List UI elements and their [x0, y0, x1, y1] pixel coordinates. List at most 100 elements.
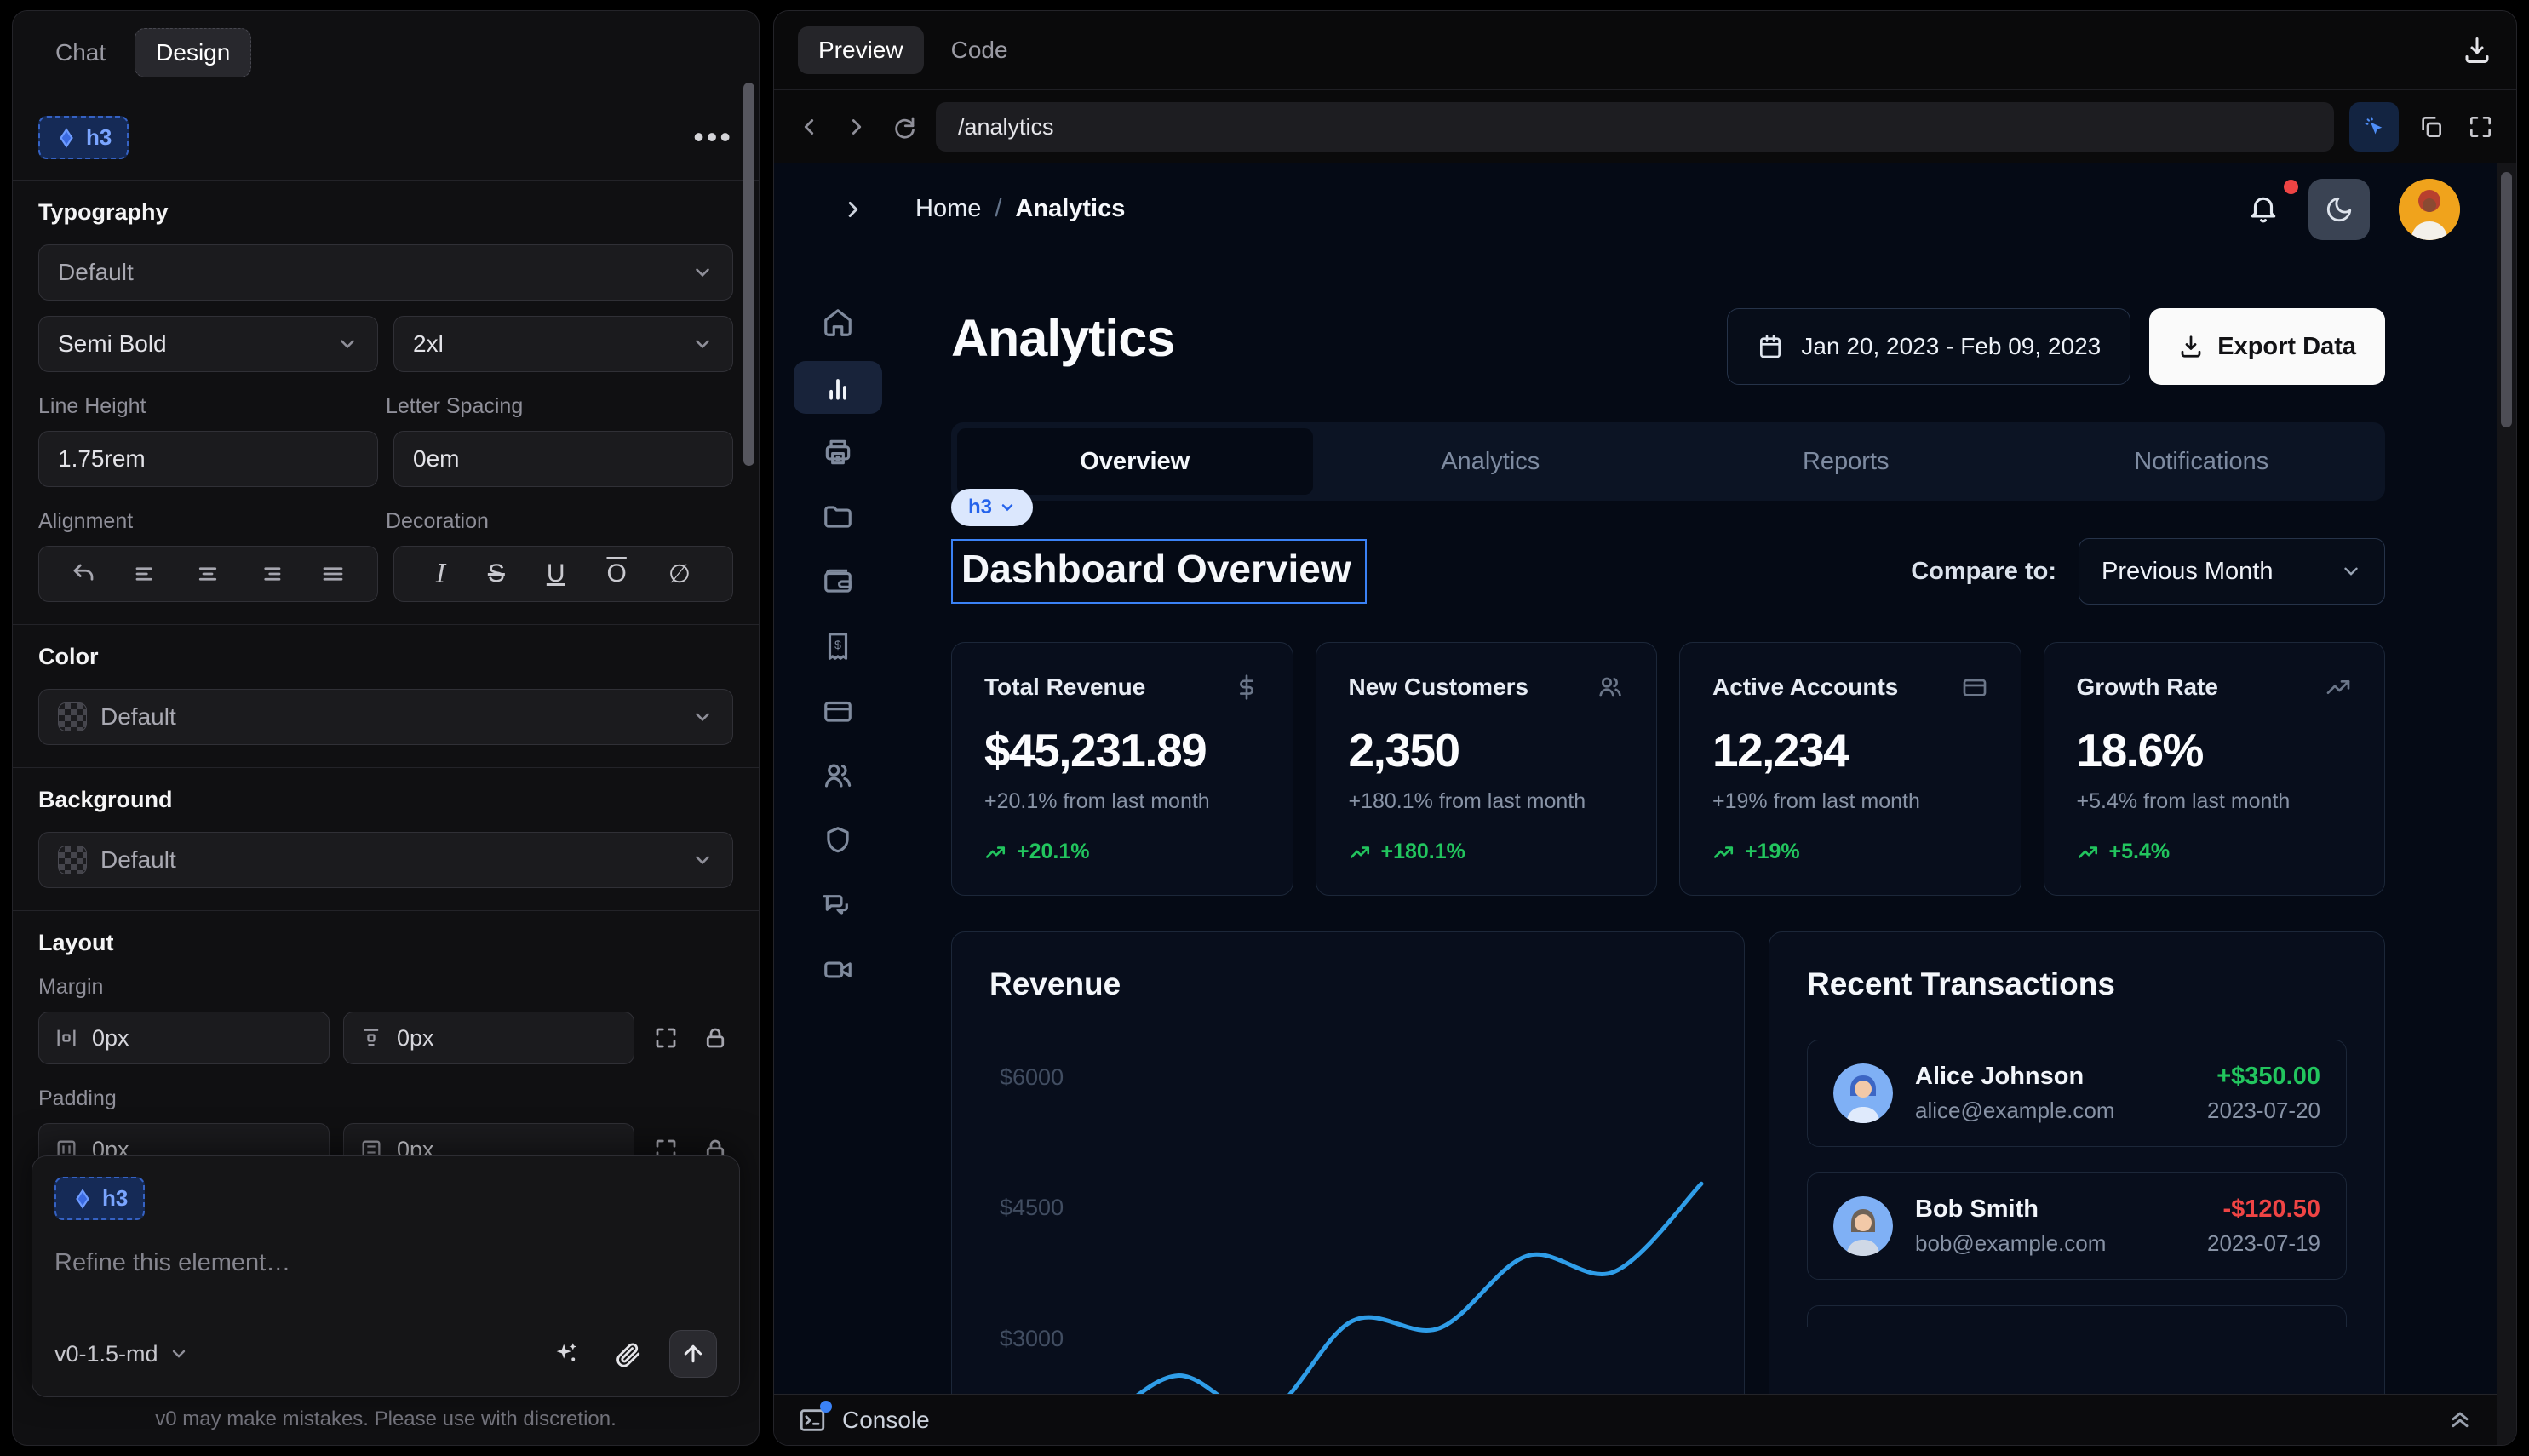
- preview-scrollbar-track[interactable]: [2497, 163, 2516, 1445]
- design-panel-scrollbar[interactable]: [743, 83, 754, 466]
- terminal-icon: [798, 1406, 827, 1435]
- italic-icon[interactable]: I: [436, 559, 446, 589]
- send-button[interactable]: [669, 1330, 717, 1378]
- underline-icon[interactable]: U: [547, 559, 565, 588]
- sidebar-messages-icon[interactable]: [794, 879, 882, 931]
- breadcrumb: Home / Analytics: [915, 195, 1125, 223]
- trending-up-icon: [2325, 674, 2352, 701]
- trending-up-icon: [984, 841, 1006, 863]
- tab-preview[interactable]: Preview: [798, 26, 924, 74]
- user-avatar[interactable]: [2399, 179, 2460, 240]
- more-options-icon[interactable]: •••: [693, 131, 733, 143]
- padding-label: Padding: [38, 1086, 733, 1111]
- download-icon: [2178, 334, 2204, 359]
- tab-code[interactable]: Code: [931, 26, 1029, 74]
- trending-up-icon: [1349, 841, 1371, 863]
- margin-vertical-icon: [359, 1026, 383, 1050]
- date-range-button[interactable]: Jan 20, 2023 - Feb 09, 2023: [1727, 308, 2130, 385]
- model-select[interactable]: v0-1.5-md: [54, 1341, 189, 1367]
- users-icon: [1597, 674, 1624, 701]
- stat-card-new-customers[interactable]: New Customers 2,350 +180.1% from last mo…: [1316, 642, 1658, 896]
- chevrons-up-icon[interactable]: [2446, 1407, 2474, 1434]
- credit-card-icon: [1961, 674, 1988, 701]
- tab-overview[interactable]: Overview: [957, 428, 1313, 495]
- compare-select[interactable]: Previous Month: [2079, 538, 2385, 605]
- sparkles-icon[interactable]: [547, 1339, 586, 1368]
- selection-tag-chip[interactable]: h3: [951, 489, 1033, 526]
- sidebar-folder-icon[interactable]: [794, 490, 882, 543]
- color-select[interactable]: Default: [38, 689, 733, 745]
- margin-y-input[interactable]: 0px: [343, 1012, 634, 1064]
- lock-icon[interactable]: [697, 1025, 733, 1051]
- alignment-label: Alignment: [38, 509, 386, 534]
- design-mode-pointer-icon[interactable]: [2349, 102, 2399, 152]
- url-input[interactable]: /analytics: [936, 102, 2334, 152]
- copy-icon[interactable]: [2414, 113, 2448, 140]
- sidebar-wallet-icon[interactable]: [794, 555, 882, 608]
- preview-scrollbar-thumb[interactable]: [2501, 172, 2512, 427]
- sidebar-users-icon[interactable]: [794, 749, 882, 802]
- sidebar-printer-icon[interactable]: [794, 426, 882, 479]
- font-size-select[interactable]: 2xl: [393, 316, 733, 372]
- line-height-input[interactable]: 1.75rem: [38, 431, 378, 487]
- back-icon[interactable]: [793, 114, 825, 140]
- chevron-down-icon: [2340, 560, 2362, 582]
- composer-element-badge[interactable]: h3: [54, 1177, 145, 1220]
- console-bar[interactable]: Console: [774, 1394, 2497, 1445]
- stat-card-active-accounts[interactable]: Active Accounts 12,234 +19% from last mo…: [1679, 642, 2021, 896]
- paperclip-icon[interactable]: [608, 1339, 647, 1368]
- color-swatch: [58, 702, 87, 731]
- fullscreen-icon[interactable]: [2463, 113, 2497, 140]
- sidebar-shield-icon[interactable]: [794, 814, 882, 867]
- refresh-icon[interactable]: [888, 114, 920, 140]
- selected-element-badge[interactable]: h3: [38, 116, 129, 159]
- align-center-icon[interactable]: [190, 561, 226, 587]
- stat-cards: Total Revenue $45,231.89 +20.1% from las…: [951, 642, 2385, 896]
- chevron-down-icon: [999, 499, 1016, 516]
- sidebar-bar-chart-icon[interactable]: [794, 361, 882, 414]
- download-icon[interactable]: [2462, 35, 2492, 66]
- sidebar-video-icon[interactable]: [794, 943, 882, 996]
- transaction-date: 2023-07-20: [2207, 1098, 2320, 1124]
- undo-icon[interactable]: [66, 561, 101, 587]
- line-height-label: Line Height: [38, 394, 386, 419]
- breadcrumb-home[interactable]: Home: [915, 195, 981, 223]
- notifications-bell-icon[interactable]: [2247, 193, 2280, 226]
- section-heading-selected[interactable]: Dashboard Overview: [951, 539, 1367, 604]
- strikethrough-icon[interactable]: S: [488, 559, 505, 588]
- tab-chat[interactable]: Chat: [35, 29, 126, 77]
- sidebar-receipt-icon[interactable]: $: [794, 620, 882, 673]
- overline-icon[interactable]: O: [606, 559, 626, 588]
- transaction-row[interactable]: Alice Johnson alice@example.com +$350.00…: [1807, 1040, 2347, 1147]
- margin-x-input[interactable]: 0px: [38, 1012, 330, 1064]
- selected-element-row: h3 •••: [13, 95, 759, 180]
- recent-transactions-card: Recent Transactions Alice Johnson: [1769, 931, 2385, 1445]
- theme-toggle-button[interactable]: [2308, 179, 2370, 240]
- sidebar-home-icon[interactable]: [794, 296, 882, 349]
- export-data-button[interactable]: Export Data: [2149, 308, 2385, 385]
- transaction-row[interactable]: Bob Smith bob@example.com -$120.50 2023-…: [1807, 1172, 2347, 1280]
- breadcrumb-current[interactable]: Analytics: [1015, 195, 1125, 223]
- font-weight-select[interactable]: Semi Bold: [38, 316, 378, 372]
- font-select[interactable]: Default: [38, 244, 733, 301]
- refine-input[interactable]: Refine this element…: [54, 1249, 717, 1277]
- sidebar-toggle-icon[interactable]: [840, 197, 866, 222]
- no-decoration-icon[interactable]: ∅: [668, 559, 691, 589]
- chevron-down-icon: [691, 333, 714, 355]
- align-justify-icon[interactable]: [315, 561, 351, 587]
- decoration-label: Decoration: [386, 509, 733, 534]
- tab-notifications[interactable]: Notifications: [2024, 428, 2380, 495]
- stat-card-total-revenue[interactable]: Total Revenue $45,231.89 +20.1% from las…: [951, 642, 1293, 896]
- tab-analytics[interactable]: Analytics: [1313, 428, 1669, 495]
- align-right-icon[interactable]: [253, 561, 289, 587]
- align-left-icon[interactable]: [128, 561, 163, 587]
- background-select[interactable]: Default: [38, 832, 733, 888]
- stat-card-growth-rate[interactable]: Growth Rate 18.6% +5.4% from last month …: [2044, 642, 2386, 896]
- tab-reports[interactable]: Reports: [1668, 428, 2024, 495]
- sidebar-credit-card-icon[interactable]: [794, 685, 882, 737]
- tab-design[interactable]: Design: [135, 28, 251, 77]
- forward-icon[interactable]: [840, 114, 873, 140]
- letter-spacing-input[interactable]: 0em: [393, 431, 733, 487]
- expand-icon[interactable]: [648, 1025, 684, 1051]
- revenue-line-chart: [952, 932, 1746, 1445]
